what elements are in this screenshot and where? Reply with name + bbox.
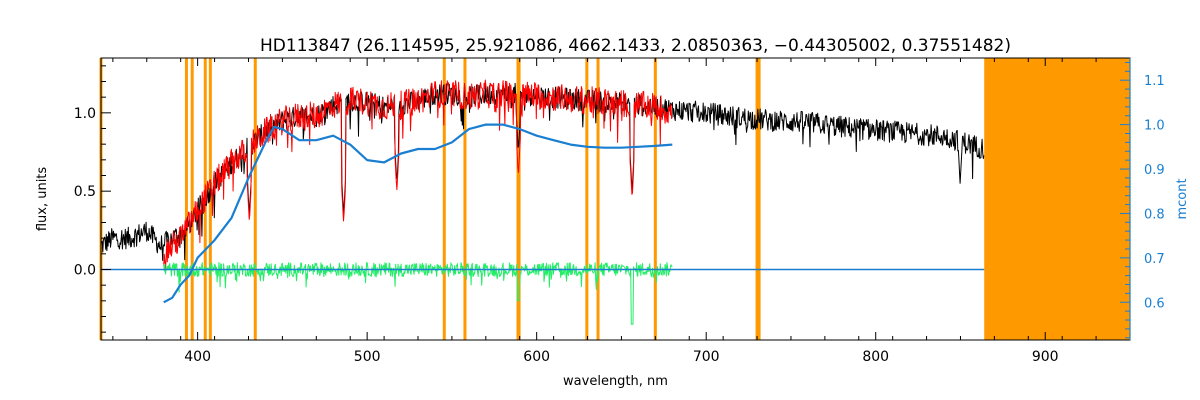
x-tick-label: 500 — [354, 349, 381, 365]
chart-title: HD113847 (26.114595, 25.921086, 4662.143… — [260, 36, 1011, 56]
y-tick-label: 0.5 — [74, 184, 96, 200]
y2-tick-label: 0.8 — [1144, 207, 1165, 222]
y2-axis-label: mcont — [1175, 178, 1190, 219]
y2-tick-label: 0.9 — [1144, 163, 1165, 178]
series-layer — [100, 79, 985, 325]
mask-line — [653, 58, 657, 340]
y-axis-label: flux, units — [35, 167, 50, 232]
mask-band — [984, 58, 1130, 340]
series-model — [163, 79, 673, 272]
mask-line — [755, 58, 759, 340]
axes-layer: 400 500 600 700 800 900 0.0 0.5 1.0 0.6 0.7 0.8 0.9 1… — [74, 58, 1165, 365]
x-tick-label: 600 — [523, 349, 550, 365]
x-tick-label: 700 — [693, 349, 720, 365]
y2-tick-label: 1.0 — [1144, 119, 1165, 134]
mask-line — [442, 58, 446, 340]
x-tick-label: 900 — [1032, 349, 1059, 365]
y2-tick-label: 1.1 — [1144, 74, 1165, 89]
y2-tick-label: 0.6 — [1144, 296, 1165, 311]
mask-line — [190, 58, 194, 340]
series-continuum — [163, 123, 673, 304]
mask-line — [184, 58, 188, 340]
mask-line — [757, 58, 761, 340]
mask-line — [585, 58, 589, 340]
x-tick-label: 800 — [862, 349, 889, 365]
y2-tick-label: 0.7 — [1144, 252, 1165, 267]
mask-line — [463, 58, 467, 340]
mask-line — [596, 58, 600, 340]
y-tick-label: 1.0 — [74, 106, 96, 122]
x-axis-label: wavelength, nm — [563, 374, 668, 389]
x-tick-label: 400 — [184, 349, 211, 365]
mask-line — [517, 58, 521, 340]
mask-line — [253, 58, 257, 340]
y-tick-label: 0.0 — [74, 263, 96, 279]
